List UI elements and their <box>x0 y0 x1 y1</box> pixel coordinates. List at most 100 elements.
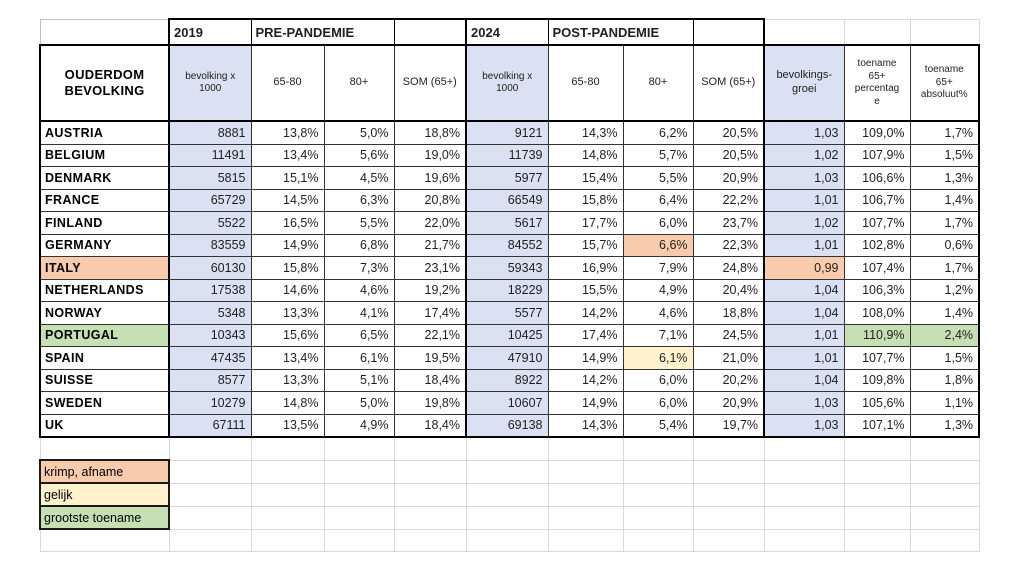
value-cell[interactable]: 6,0% <box>622 211 694 235</box>
value-cell[interactable]: 109,0% <box>843 120 911 145</box>
country-cell[interactable]: BELGIUM <box>39 143 170 167</box>
value-cell[interactable]: 5348 <box>168 301 252 325</box>
value-cell[interactable]: 20,9% <box>692 391 765 415</box>
country-cell[interactable]: SWEDEN <box>39 391 170 415</box>
value-cell[interactable]: 1,7% <box>909 120 981 145</box>
value-cell[interactable]: 18,4% <box>393 368 467 392</box>
value-cell[interactable]: 24,5% <box>692 323 765 347</box>
value-cell[interactable]: 6,0% <box>622 368 694 392</box>
value-cell[interactable]: 4,9% <box>323 413 395 438</box>
value-cell[interactable]: 7,9% <box>622 256 694 280</box>
value-cell[interactable]: 23,1% <box>393 256 467 280</box>
value-cell[interactable]: 7,3% <box>323 256 395 280</box>
value-cell[interactable]: 4,6% <box>323 278 395 302</box>
value-cell[interactable]: 14,8% <box>250 391 325 415</box>
value-cell[interactable]: 17,7% <box>547 211 624 235</box>
value-cell[interactable]: 15,7% <box>547 233 624 257</box>
value-cell[interactable]: 18,8% <box>393 120 467 145</box>
value-cell[interactable]: 110,9% <box>843 323 911 347</box>
value-cell[interactable]: 14,9% <box>250 233 325 257</box>
value-cell[interactable]: 2,4% <box>909 323 981 347</box>
col-header-population-2019[interactable]: bevolking x 1000 <box>168 44 252 122</box>
value-cell[interactable]: 18,8% <box>692 301 765 325</box>
value-cell[interactable]: 8922 <box>465 368 549 392</box>
value-cell[interactable]: 22,0% <box>393 211 467 235</box>
col-header-growth[interactable]: bevolkings- groei <box>763 44 845 122</box>
value-cell[interactable]: 107,1% <box>843 413 911 438</box>
value-cell[interactable]: 19,7% <box>692 413 765 438</box>
value-cell[interactable]: 107,7% <box>843 211 911 235</box>
value-cell[interactable]: 1,01 <box>763 323 845 347</box>
value-cell[interactable]: 5,6% <box>323 143 395 167</box>
value-cell[interactable]: 13,8% <box>250 120 325 145</box>
value-cell[interactable]: 107,9% <box>843 143 911 167</box>
country-cell[interactable]: SPAIN <box>39 346 170 370</box>
value-cell[interactable]: 106,6% <box>843 166 911 190</box>
value-cell[interactable]: 1,7% <box>909 256 981 280</box>
value-cell[interactable]: 6,6% <box>622 233 694 257</box>
value-cell[interactable]: 6,5% <box>323 323 395 347</box>
value-cell[interactable]: 5577 <box>465 301 549 325</box>
value-cell[interactable]: 14,8% <box>547 143 624 167</box>
value-cell[interactable]: 1,04 <box>763 278 845 302</box>
value-cell[interactable]: 1,03 <box>763 120 845 145</box>
value-cell[interactable]: 23,7% <box>692 211 765 235</box>
value-cell[interactable]: 1,1% <box>909 391 981 415</box>
value-cell[interactable]: 106,7% <box>843 188 911 212</box>
value-cell[interactable]: 60130 <box>168 256 252 280</box>
value-cell[interactable]: 20,5% <box>692 120 765 145</box>
value-cell[interactable]: 15,8% <box>250 256 325 280</box>
value-cell[interactable]: 1,01 <box>763 346 845 370</box>
value-cell[interactable]: 13,3% <box>250 301 325 325</box>
value-cell[interactable]: 5,4% <box>622 413 694 438</box>
col-header-som-2024[interactable]: SOM (65+) <box>692 44 765 122</box>
value-cell[interactable]: 7,1% <box>622 323 694 347</box>
value-cell[interactable]: 20,2% <box>692 368 765 392</box>
value-cell[interactable]: 16,5% <box>250 211 325 235</box>
value-cell[interactable]: 9121 <box>465 120 549 145</box>
value-cell[interactable]: 5,0% <box>323 391 395 415</box>
value-cell[interactable]: 17,4% <box>393 301 467 325</box>
value-cell[interactable]: 1,4% <box>909 188 981 212</box>
value-cell[interactable]: 22,1% <box>393 323 467 347</box>
value-cell[interactable]: 105,6% <box>843 391 911 415</box>
value-cell[interactable]: 5,7% <box>622 143 694 167</box>
value-cell[interactable]: 5,5% <box>622 166 694 190</box>
value-cell[interactable]: 20,4% <box>692 278 765 302</box>
col-header-som-2019[interactable]: SOM (65+) <box>393 44 467 122</box>
value-cell[interactable]: 6,1% <box>323 346 395 370</box>
value-cell[interactable]: 22,2% <box>692 188 765 212</box>
value-cell[interactable]: 1,02 <box>763 211 845 235</box>
value-cell[interactable]: 20,5% <box>692 143 765 167</box>
value-cell[interactable]: 19,6% <box>393 166 467 190</box>
value-cell[interactable]: 0,99 <box>763 256 845 280</box>
value-cell[interactable]: 15,6% <box>250 323 325 347</box>
value-cell[interactable]: 106,3% <box>843 278 911 302</box>
country-cell[interactable]: PORTUGAL <box>39 323 170 347</box>
value-cell[interactable]: 13,4% <box>250 346 325 370</box>
value-cell[interactable]: 24,8% <box>692 256 765 280</box>
country-cell[interactable]: AUSTRIA <box>39 120 170 145</box>
value-cell[interactable]: 19,8% <box>393 391 467 415</box>
value-cell[interactable]: 1,04 <box>763 301 845 325</box>
value-cell[interactable]: 8577 <box>168 368 252 392</box>
country-cell[interactable]: SUISSE <box>39 368 170 392</box>
country-cell[interactable]: NETHERLANDS <box>39 278 170 302</box>
value-cell[interactable]: 19,0% <box>393 143 467 167</box>
value-cell[interactable]: 10343 <box>168 323 252 347</box>
value-cell[interactable]: 107,4% <box>843 256 911 280</box>
value-cell[interactable]: 1,01 <box>763 188 845 212</box>
value-cell[interactable]: 108,0% <box>843 301 911 325</box>
value-cell[interactable]: 1,3% <box>909 413 981 438</box>
value-cell[interactable]: 66549 <box>465 188 549 212</box>
value-cell[interactable]: 4,6% <box>622 301 694 325</box>
value-cell[interactable]: 1,3% <box>909 166 981 190</box>
value-cell[interactable]: 1,5% <box>909 346 981 370</box>
country-cell[interactable]: GERMANY <box>39 233 170 257</box>
value-cell[interactable]: 13,4% <box>250 143 325 167</box>
col-header-increase-abs[interactable]: toename 65+ absoluut% <box>909 44 981 122</box>
country-cell[interactable]: DENMARK <box>39 166 170 190</box>
country-cell[interactable]: ITALY <box>39 256 170 280</box>
value-cell[interactable]: 14,6% <box>250 278 325 302</box>
value-cell[interactable]: 67111 <box>168 413 252 438</box>
